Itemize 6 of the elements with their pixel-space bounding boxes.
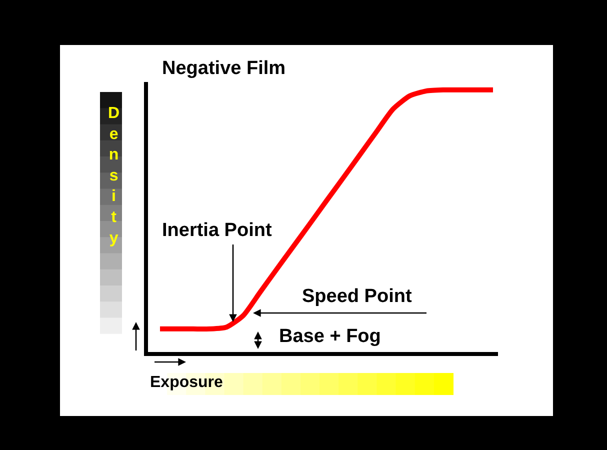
y-axis-title: Density	[108, 105, 120, 247]
annotation: Inertia Point	[162, 220, 272, 241]
annotation: Speed Point	[302, 286, 412, 307]
x-axis-title: Exposure	[150, 374, 224, 391]
annotation: Base + Fog	[279, 326, 381, 347]
chart-title: Negative Film	[162, 58, 286, 79]
